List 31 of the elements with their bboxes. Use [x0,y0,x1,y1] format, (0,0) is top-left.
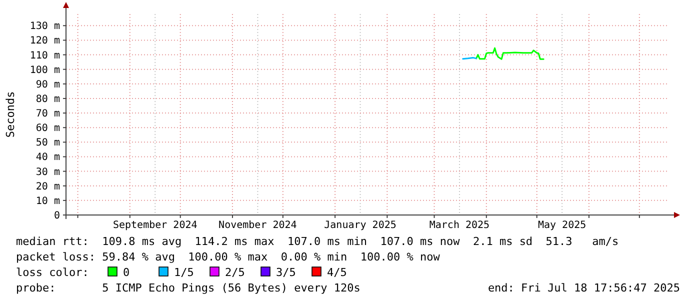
x-tick-label: May 2025 [538,220,586,231]
y-tick-label: 60 m [36,123,60,134]
text: median rtt: 109.8 ms avg 114.2 ms max 107.0 ms min 107.0 ms now 2.1 ms sd 51.3 am/s [16,235,619,248]
y-tick-label: 120 m [30,36,60,47]
legend-label: 4/5 [327,266,347,279]
x-tick-label: March 2025 [429,220,490,231]
y-tick-label: 70 m [36,108,60,120]
x-tick-label: January 2025 [324,220,396,231]
y-tick-label: 40 m [36,152,60,164]
y-tick-label: 10 m [36,196,60,207]
text: end: Fri Jul 18 17:56:47 2025 [488,282,680,294]
y-tick-label: 100 m [30,64,60,76]
legend-label: 3/5 [276,266,296,279]
y-tick-label: 110 m [30,50,60,62]
text: packet loss: 59.84 % avg 100.00 % max 0.00 % min 100.00 % now [16,250,440,264]
y-tick-label: 130 m [30,21,60,32]
legend-label: 0 [123,266,130,279]
y-axis-title: Seconds [4,91,17,138]
x-tick-label: September 2024 [112,220,198,231]
text: probe: 5 ICMP Echo Pings (56 Bytes) every 120s [16,282,360,294]
x-tick-label: November 2024 [218,220,297,231]
y-tick-label: 30 m [36,166,60,178]
legend-title: loss color: [16,266,89,279]
legend-label: 2/5 [225,266,245,279]
y-tick-label: 0 [54,210,60,222]
line-series [476,47,544,60]
legend-label: 1/5 [174,266,194,279]
y-tick-label: 80 m [36,94,60,105]
y-tick-label: 50 m [36,138,60,149]
y-tick-label: 90 m [36,79,60,90]
y-tick-label: 20 m [36,181,60,192]
